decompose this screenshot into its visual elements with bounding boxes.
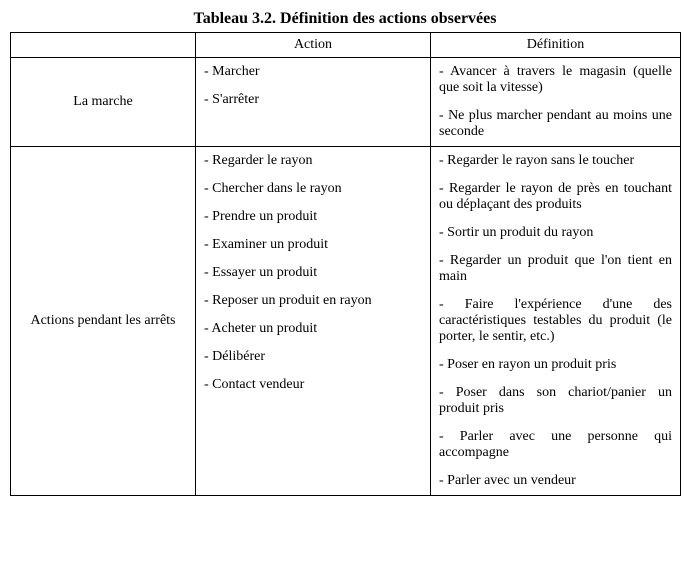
definition-text: - Regarder le rayon sans le toucher xyxy=(439,153,634,169)
col-header-action: Action xyxy=(196,33,431,58)
table-row: Actions pendant les arrêts - Regarder le … xyxy=(11,147,681,496)
definition-text: - Faire l'expérience d'une des caractéri… xyxy=(439,297,672,345)
col-header-category xyxy=(11,33,196,58)
table-title: Tableau 3.2. Définition des actions obse… xyxy=(10,10,680,28)
action-text: - Acheter un produit xyxy=(204,321,317,337)
col-header-definition: Définition xyxy=(431,33,681,58)
category-cell: Actions pendant les arrêts xyxy=(11,147,196,496)
action-text: - Essayer un produit xyxy=(204,265,317,281)
definitions-table: Action Définition La marche - Marcher - S'… xyxy=(10,32,681,496)
definition-text: - Poser en rayon un produit pris xyxy=(439,357,616,373)
definition-text: - Parler avec une personne qui accompagn… xyxy=(439,429,672,461)
category-label: La marche xyxy=(73,94,132,109)
definitions-cell: - Regarder le rayon sans le toucher - Reg… xyxy=(431,147,681,496)
action-text: - Chercher dans le rayon xyxy=(204,181,342,197)
actions-cell: - Marcher - S'arrêter xyxy=(196,58,431,147)
table-row: La marche - Marcher - S'arrêter - Avancer à… xyxy=(11,58,681,147)
definition-text: - Regarder le rayon de près en touchant … xyxy=(439,181,672,213)
definitions-cell: - Avancer à travers le magasin (quelle q… xyxy=(431,58,681,147)
category-label: Actions pendant les arrêts xyxy=(30,313,175,328)
action-text: - Marcher xyxy=(204,64,260,80)
category-cell: La marche xyxy=(11,58,196,147)
action-text: - Regarder le rayon xyxy=(204,153,312,169)
action-text: - Reposer un produit en rayon xyxy=(204,293,372,309)
definition-text: - Parler avec un vendeur xyxy=(439,473,576,489)
definition-text: - Poser dans son chariot/panier un produ… xyxy=(439,385,672,417)
table-body: La marche - Marcher - S'arrêter - Avancer à… xyxy=(11,58,681,496)
action-text: - Prendre un produit xyxy=(204,209,317,225)
table-header-row: Action Définition xyxy=(11,33,681,58)
actions-cell: - Regarder le rayon - Chercher dans le ra… xyxy=(196,147,431,496)
definition-text: - Ne plus marcher pendant au moins une s… xyxy=(439,108,672,140)
definition-text: - Avancer à travers le magasin (quelle q… xyxy=(439,64,672,96)
action-text: - S'arrêter xyxy=(204,92,259,108)
action-text: - Contact vendeur xyxy=(204,377,304,393)
action-text: - Délibérer xyxy=(204,349,265,365)
definition-text: - Sortir un produit du rayon xyxy=(439,225,593,241)
action-text: - Examiner un produit xyxy=(204,237,328,253)
definition-text: - Regarder un produit que l'on tient en … xyxy=(439,253,672,285)
